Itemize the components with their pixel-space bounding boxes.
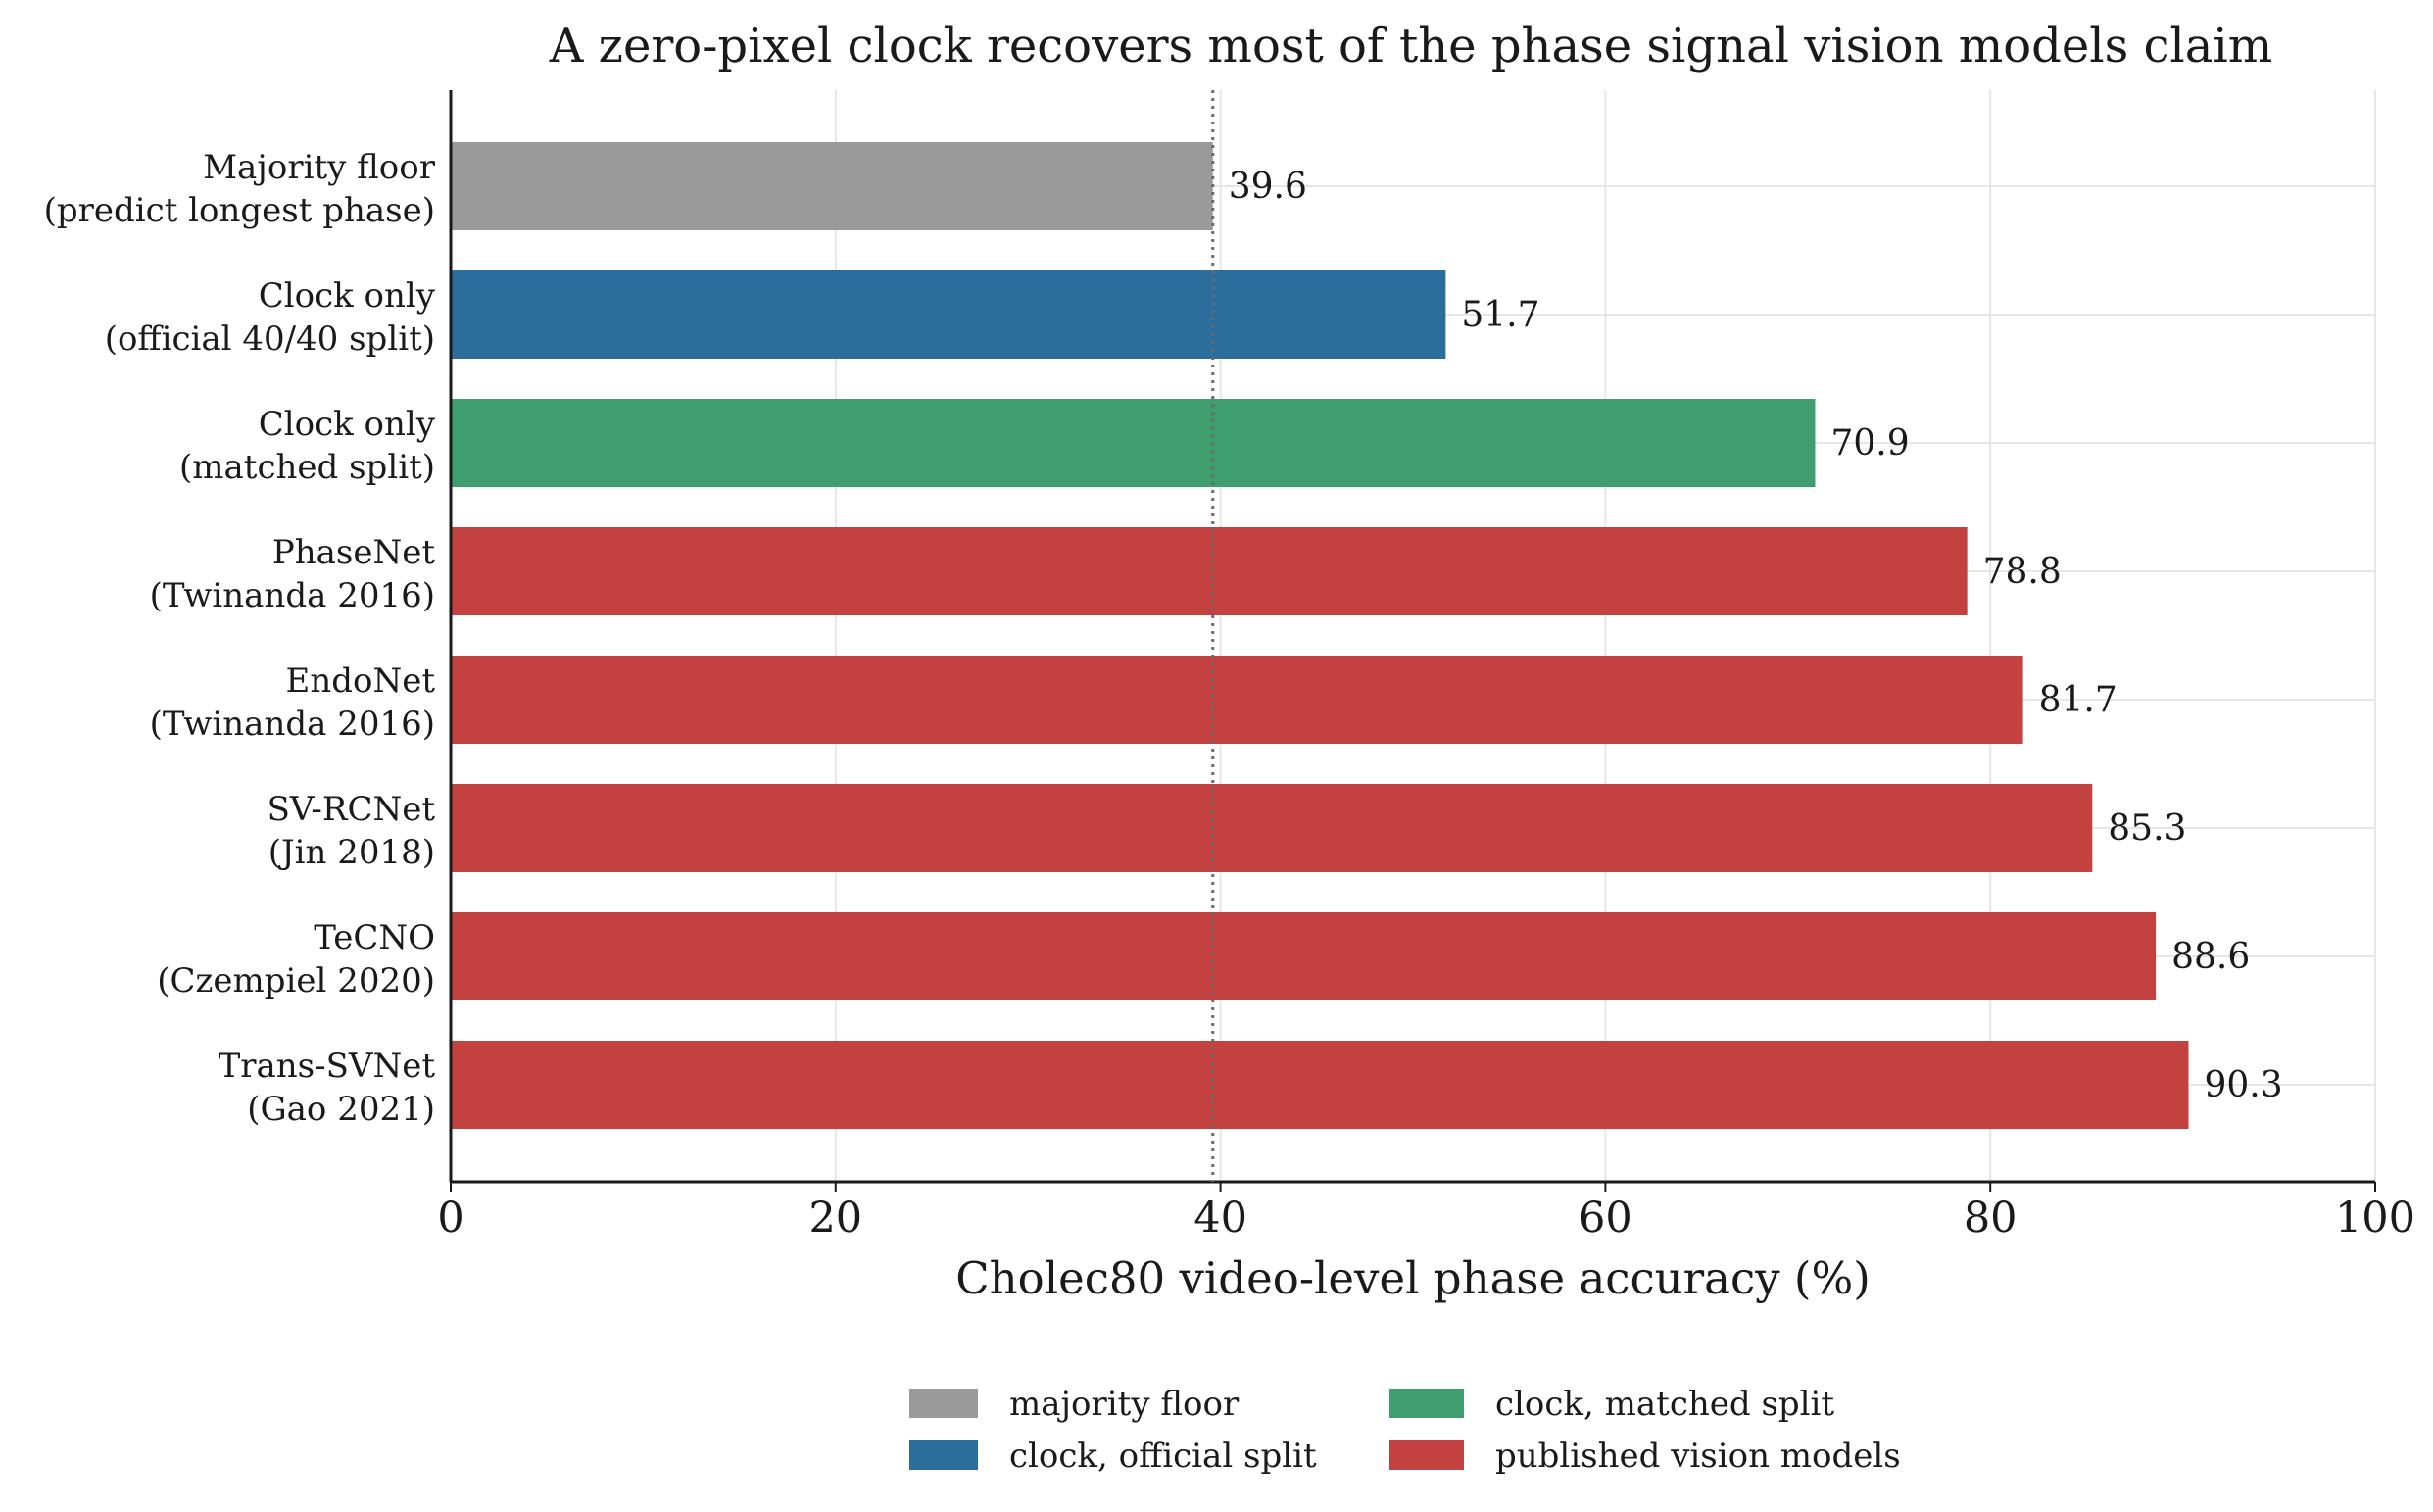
bar <box>451 399 1816 487</box>
x-tick-label: 80 <box>1964 1194 2018 1243</box>
legend-swatch <box>909 1389 978 1418</box>
category-label-line2: (predict longest phase) <box>44 191 435 230</box>
x-axis-label: Cholec80 video-level phase accuracy (%) <box>955 1252 1871 1304</box>
category-label-line1: SV-RCNet <box>268 790 436 829</box>
grid-lines <box>451 90 2376 1182</box>
category-label-line1: Clock only <box>259 276 436 316</box>
legend-label: published vision models <box>1495 1437 1901 1476</box>
bar <box>451 1041 2189 1129</box>
x-tick-label: 60 <box>1579 1194 1632 1243</box>
bar <box>451 912 2157 1000</box>
legend-swatch <box>909 1440 978 1470</box>
legend-label: majority floor <box>1009 1385 1240 1424</box>
bar-value-label: 81.7 <box>2039 680 2117 720</box>
x-tick-label: 20 <box>808 1194 862 1243</box>
legend-label: clock, official split <box>1009 1437 1317 1476</box>
bar-value-label: 70.9 <box>1830 423 1909 463</box>
bar-value-label: 90.3 <box>2204 1065 2282 1105</box>
category-label-line2: (Twinanda 2016) <box>150 576 435 615</box>
category-label-line2: (Twinanda 2016) <box>150 705 435 744</box>
category-label-line1: Trans-SVNet <box>219 1047 436 1086</box>
category-label-line1: TeCNO <box>314 918 435 957</box>
legend-swatch <box>1389 1389 1464 1418</box>
bar-value-label: 85.3 <box>2108 808 2186 849</box>
bar <box>451 142 1213 230</box>
category-labels-group: Majority floor (predict longest phase) Clo… <box>44 148 436 1129</box>
category-label-line1: Clock only <box>259 405 436 444</box>
legend-label: clock, matched split <box>1495 1385 1834 1424</box>
bar <box>451 784 2093 872</box>
bars-group <box>451 142 2189 1129</box>
x-tick-label: 40 <box>1193 1194 1247 1243</box>
x-ticks-group: 0 20 40 60 80 100 <box>437 1182 2415 1243</box>
legend-swatch <box>1389 1440 1464 1470</box>
bar-value-label: 78.8 <box>1983 552 2062 592</box>
bar <box>451 656 2023 744</box>
bar <box>451 527 1968 615</box>
category-label-line1: PhaseNet <box>272 533 435 572</box>
bar-value-label: 51.7 <box>1461 295 1539 335</box>
category-label-line2: (Gao 2021) <box>247 1090 435 1129</box>
value-labels-group: 39.6 51.7 70.9 78.8 81.7 85.3 88.6 90.3 <box>1229 167 2283 1105</box>
chart-title: A zero-pixel clock recovers most of the … <box>549 19 2273 73</box>
category-label-line1: Majority floor <box>203 148 436 187</box>
bar-value-label: 39.6 <box>1229 167 1307 207</box>
bar-value-label: 88.6 <box>2171 937 2250 977</box>
category-label-line2: (official 40/40 split) <box>105 319 435 359</box>
category-label-line2: (Czempiel 2020) <box>157 961 435 1000</box>
x-tick-label: 100 <box>2335 1194 2415 1243</box>
category-label-line2: (Jin 2018) <box>268 833 435 872</box>
bar <box>451 270 1446 359</box>
x-tick-label: 0 <box>437 1194 463 1243</box>
category-label-line2: (matched split) <box>179 448 435 487</box>
category-label-line1: EndoNet <box>286 661 436 701</box>
legend: majority floor clock, official split clock… <box>909 1385 1901 1476</box>
